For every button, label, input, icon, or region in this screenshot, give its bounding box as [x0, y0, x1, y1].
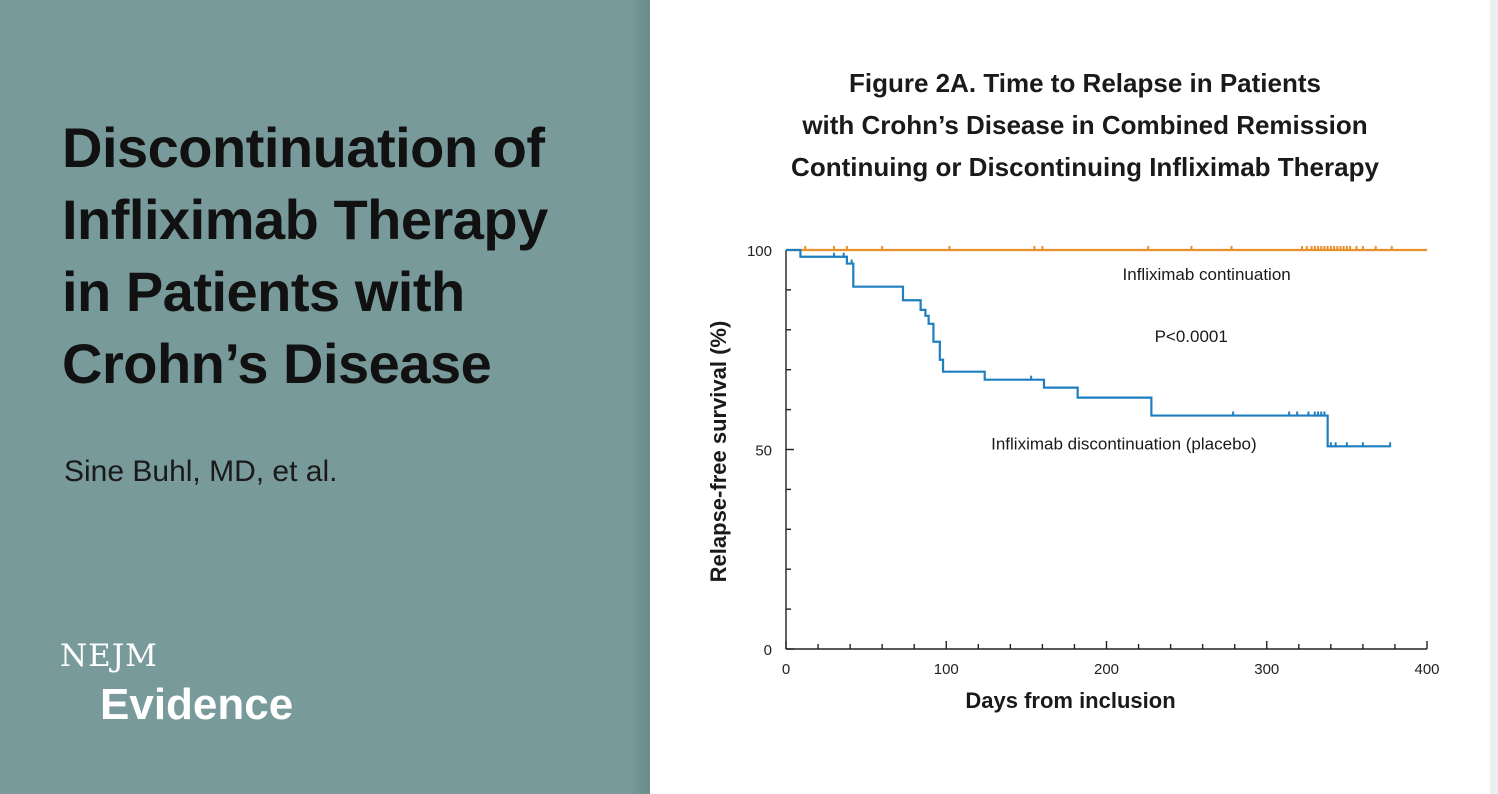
title-panel: Discontinuation of Infliximab Therapy in…: [0, 0, 650, 794]
y-tick-label: 0: [764, 642, 772, 659]
survival-curve-1: [786, 248, 1391, 448]
chart-annotation: P<0.0001: [1155, 327, 1228, 346]
evidence-logo: Evidence: [100, 680, 294, 729]
title-line: Infliximab Therapy: [62, 188, 548, 251]
figure-title-line: Continuing or Discontinuing Infliximab T…: [791, 152, 1379, 182]
article-title: Discontinuation of Infliximab Therapy in…: [62, 112, 622, 400]
figure-title: Figure 2A. Time to Relapse in Patients w…: [700, 62, 1470, 188]
x-tick-label: 0: [782, 661, 790, 678]
x-tick-label: 200: [1094, 661, 1119, 678]
panel-shadow: [630, 0, 650, 794]
chart-series: [786, 246, 1427, 448]
chart-annotation: Infliximab continuation: [1123, 265, 1291, 284]
y-tick-label: 50: [755, 443, 772, 460]
figure-title-line: with Crohn’s Disease in Combined Remissi…: [802, 110, 1368, 140]
author-line: Sine Buhl, MD, et al.: [64, 455, 338, 488]
x-axis-title: Days from inclusion: [965, 688, 1175, 713]
title-line: Crohn’s Disease: [62, 332, 492, 395]
chart-axes: [785, 249, 1428, 650]
y-axis-title: Relapse-free survival (%): [706, 321, 731, 583]
x-tick-label: 300: [1254, 661, 1279, 678]
nejm-logo: NEJM: [60, 638, 158, 674]
y-tick-label: 100: [747, 243, 772, 260]
x-tick-label: 400: [1414, 661, 1439, 678]
title-line: Discontinuation of: [62, 116, 545, 179]
chart-labels: 0 100 200 300 400 0 50 100 Days from inclusion Re…: [706, 243, 1440, 713]
x-tick-label: 100: [934, 661, 959, 678]
figure-title-line: Figure 2A. Time to Relapse in Patients: [849, 68, 1321, 98]
chart-annotation: Infliximab discontinuation (placebo): [991, 435, 1257, 454]
page-edge: [1490, 0, 1498, 794]
title-line: in Patients with: [62, 260, 465, 323]
